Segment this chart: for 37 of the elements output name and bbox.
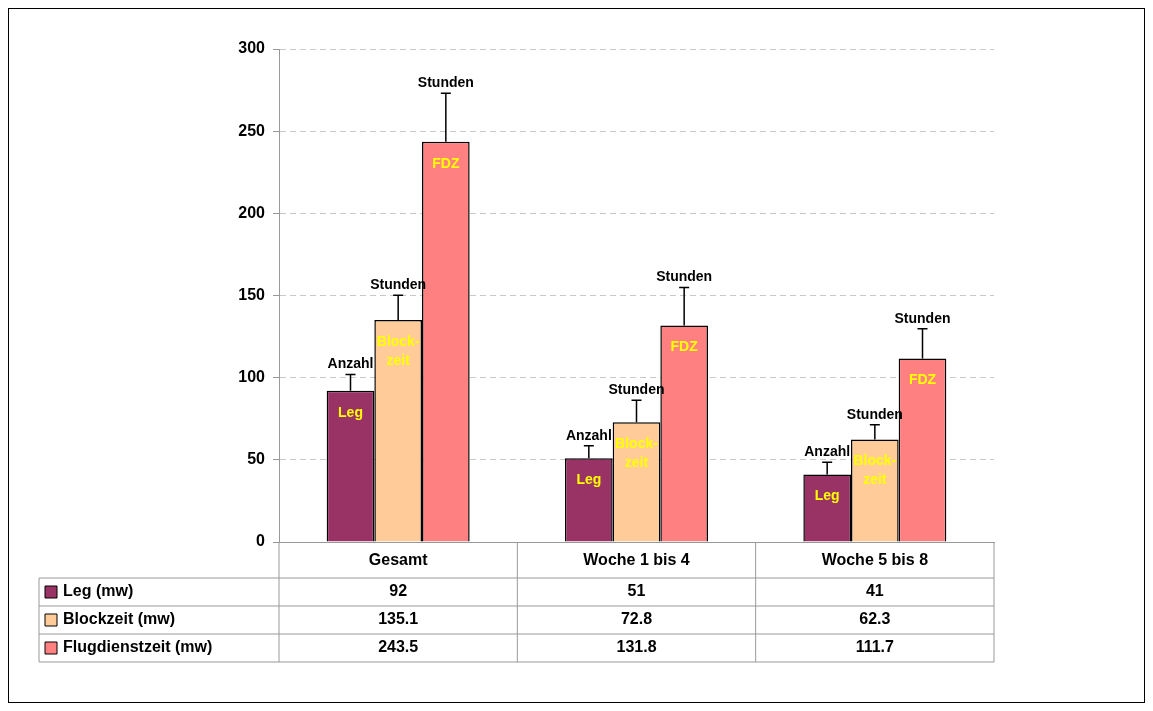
y-tick-label: 100 <box>238 368 266 386</box>
annotation: FDZ <box>670 338 699 355</box>
annotation: FDZ <box>432 154 460 171</box>
annotation: Stunden <box>417 74 474 91</box>
annotation: FDZ <box>908 371 937 388</box>
annotation: Leg <box>814 487 840 504</box>
annotation: Block- zeit <box>853 452 897 488</box>
annotation: Block- zeit <box>376 332 420 368</box>
annotation: Leg <box>338 403 363 420</box>
data-label: 243.5 <box>378 638 419 656</box>
legend-label: Flugdienstzeit (mw) <box>63 638 213 656</box>
annotation: Anzahl <box>327 355 374 372</box>
annotation: Block- zeit <box>615 435 659 471</box>
data-label: 51 <box>627 582 646 600</box>
x-tick-label: Gesamt <box>368 551 429 569</box>
y-tick-label: 0 <box>256 532 266 550</box>
y-tick-label: 200 <box>238 203 266 221</box>
annotation: Leg <box>576 471 602 488</box>
data-label: 72.8 <box>620 610 653 628</box>
x-tick-label: Woche 5 bis 8 <box>821 551 929 569</box>
y-tick-label: 50 <box>247 450 266 468</box>
y-tick-label: 150 <box>238 285 266 303</box>
data-label: 135.1 <box>378 610 419 628</box>
annotation: Stunden <box>894 309 951 326</box>
y-tick-label: 250 <box>238 121 266 139</box>
annotation: Stunden <box>656 268 713 285</box>
x-tick-label: Woche 1 bis 4 <box>583 551 690 569</box>
y-tick-label: 300 <box>238 39 266 57</box>
legend-label: Leg (mw) <box>63 582 134 600</box>
annotation: Anzahl <box>804 443 851 460</box>
data-label: 131.8 <box>616 638 657 656</box>
data-label: 62.3 <box>859 610 891 628</box>
data-label: 41 <box>865 582 884 600</box>
data-label: 92 <box>389 582 408 600</box>
data-label: 111.7 <box>855 638 895 656</box>
annotation: Anzahl <box>565 426 612 443</box>
legend-label: Blockzeit (mw) <box>63 610 176 628</box>
